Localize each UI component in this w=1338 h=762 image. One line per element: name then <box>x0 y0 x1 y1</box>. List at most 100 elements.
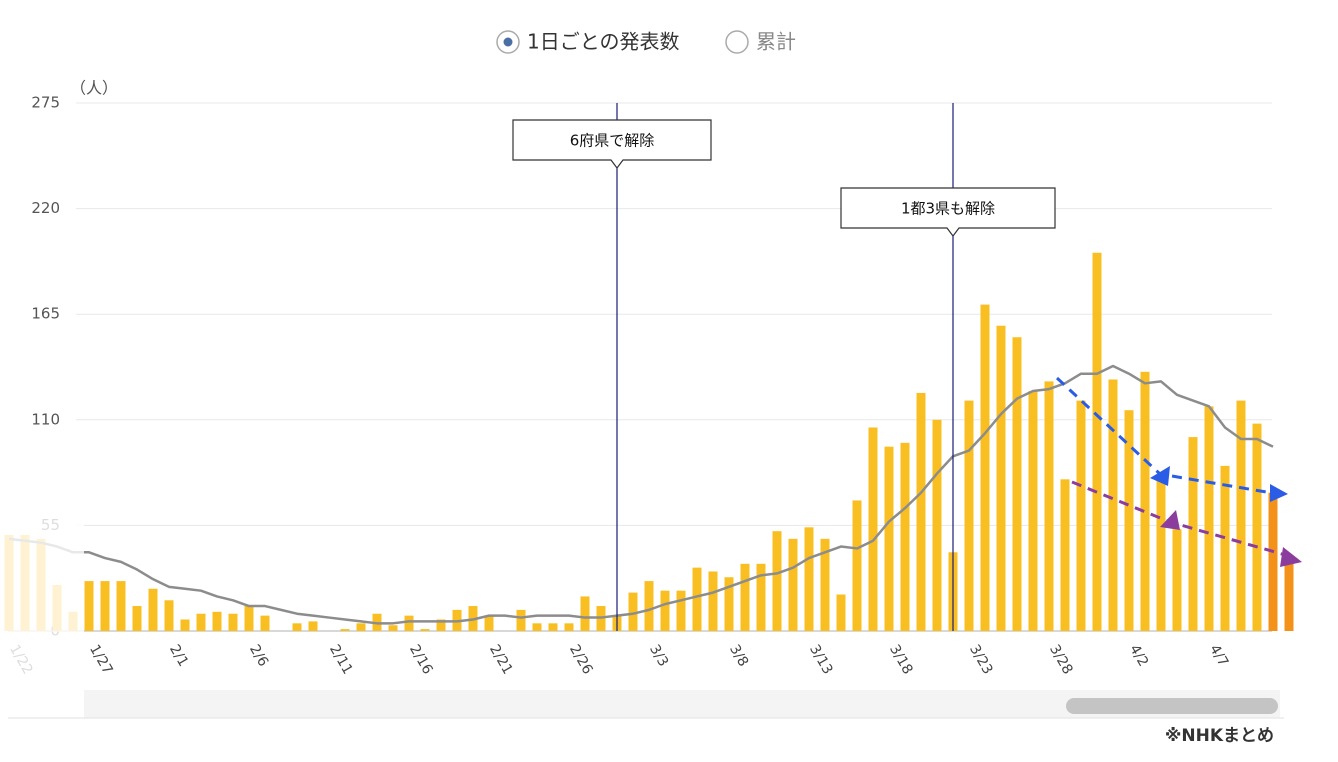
bar <box>804 527 814 631</box>
controls: 1日ごとの発表数 累計 <box>496 30 796 54</box>
bar <box>148 588 158 631</box>
y-tick-label: 165 <box>31 305 60 323</box>
x-tick-label: 2/21 <box>486 642 516 677</box>
bar <box>1076 400 1086 631</box>
bar <box>84 581 94 631</box>
bar <box>212 611 222 631</box>
bar <box>516 609 526 631</box>
bar <box>436 619 446 631</box>
bar <box>180 619 190 631</box>
bar <box>1268 492 1278 631</box>
callout <box>840 187 1056 237</box>
x-tick-label: 2/16 <box>406 642 436 677</box>
y-tick-label: 220 <box>31 199 60 217</box>
bar <box>1140 371 1150 631</box>
bar <box>260 615 270 631</box>
bar <box>1044 381 1054 631</box>
bar <box>548 623 558 631</box>
bar <box>788 538 798 631</box>
bar <box>628 592 638 631</box>
bar <box>484 615 494 631</box>
bar <box>836 594 846 631</box>
bar <box>1156 477 1166 631</box>
bar <box>388 625 398 631</box>
bar <box>916 392 926 631</box>
source: ※NHKまとめ <box>1165 726 1274 746</box>
control-label[interactable]: 累計 <box>756 30 796 54</box>
arrowhead <box>1150 466 1170 486</box>
arrowhead <box>1270 484 1288 502</box>
bar <box>980 304 990 631</box>
bar <box>132 606 142 631</box>
bar <box>1284 561 1294 631</box>
bar <box>660 590 670 631</box>
x-tick-label: 4/2 <box>1126 642 1151 670</box>
bar <box>116 581 126 631</box>
x-tick-label: 3/28 <box>1046 642 1076 677</box>
bar <box>580 596 590 631</box>
annotation: 6府県で解除 <box>570 132 655 150</box>
y-axis-label: （人） <box>70 79 118 98</box>
bar <box>852 500 862 631</box>
bar <box>1188 437 1198 631</box>
x-tick-label: 2/1 <box>166 642 191 670</box>
radio[interactable] <box>725 30 749 54</box>
bar <box>1060 479 1070 631</box>
x-tick-label: 2/26 <box>566 642 596 677</box>
bar <box>1124 410 1134 631</box>
arrowhead <box>1160 510 1180 530</box>
bar <box>740 563 750 631</box>
bar <box>196 613 206 631</box>
bar <box>1012 337 1022 631</box>
x-tick-label: 1/27 <box>86 642 116 677</box>
bar <box>868 427 878 631</box>
scroll-thumb[interactable] <box>1066 698 1278 714</box>
bar <box>964 400 974 631</box>
x-tick-label: 3/18 <box>886 642 916 677</box>
bar <box>1220 465 1230 631</box>
bar <box>644 581 654 631</box>
bar <box>1172 529 1182 631</box>
bar <box>292 623 302 631</box>
bar <box>708 571 718 631</box>
bar <box>724 577 734 631</box>
bar <box>756 563 766 631</box>
arrowhead <box>1280 547 1302 567</box>
bar <box>164 600 174 631</box>
bar <box>404 615 414 631</box>
radio-dot <box>503 37 513 47</box>
bar <box>1092 252 1102 631</box>
bar <box>532 623 542 631</box>
bar <box>308 621 318 631</box>
fade <box>0 500 84 720</box>
y-tick-label: 275 <box>31 94 60 112</box>
x-tick-label: 3/23 <box>966 642 996 677</box>
x-tick-label: 3/13 <box>806 642 836 677</box>
annotation: 1都3県も解除 <box>901 200 995 218</box>
bar <box>1252 423 1262 631</box>
bar <box>884 446 894 631</box>
x-tick-label: 4/7 <box>1206 642 1231 670</box>
bar <box>244 606 254 631</box>
bar <box>900 442 910 631</box>
bar <box>420 629 430 631</box>
x-tick-label: 2/11 <box>326 642 356 677</box>
callout <box>512 119 712 169</box>
bar <box>1236 400 1246 631</box>
y-tick-label: 110 <box>31 410 60 428</box>
bar <box>1028 391 1038 631</box>
control-label[interactable]: 1日ごとの発表数 <box>527 30 680 54</box>
x-tick-label: 3/8 <box>726 642 751 670</box>
bar <box>1204 406 1214 631</box>
bar <box>1108 379 1118 631</box>
x-tick-label: 2/6 <box>246 642 271 670</box>
bar <box>356 623 366 631</box>
bar <box>692 567 702 631</box>
bar <box>564 623 574 631</box>
bar <box>772 531 782 631</box>
bar <box>676 590 686 631</box>
bar <box>228 613 238 631</box>
bar <box>820 538 830 631</box>
bar <box>996 325 1006 631</box>
